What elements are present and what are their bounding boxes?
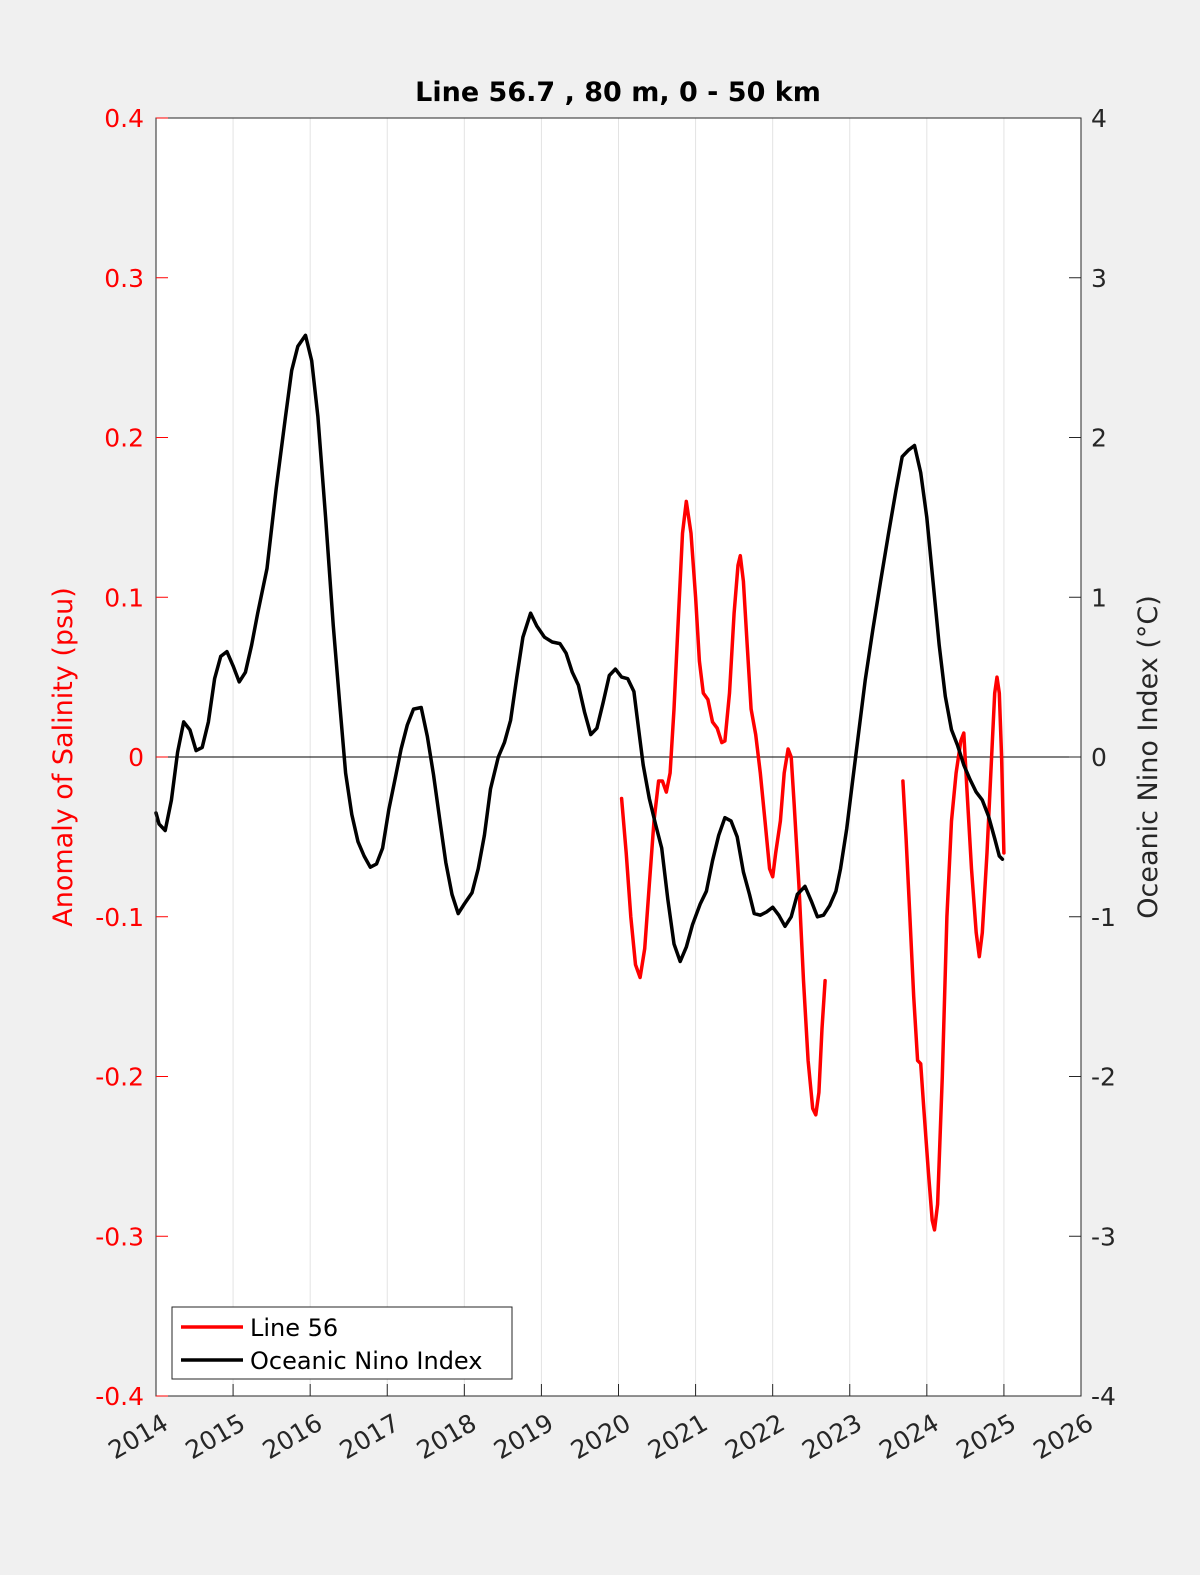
chart-title: Line 56.7 , 80 m, 0 - 50 km: [415, 77, 821, 108]
legend-label-oni: Oceanic Nino Index: [250, 1347, 482, 1375]
right-tick-label--2: -2: [1091, 1063, 1116, 1092]
left-axis-label: Anomaly of Salinity (psu): [48, 587, 79, 926]
right-tick-label-4: 4: [1091, 104, 1107, 133]
right-tick-label--1: -1: [1091, 903, 1116, 932]
series-line-line-56-0: [619, 499, 827, 1117]
x-tick-label-2020: 2020: [566, 1408, 636, 1465]
x-tick-label-2023: 2023: [797, 1408, 867, 1465]
series-line-line-56-1: [901, 675, 1006, 1232]
x-tick-label-2019: 2019: [489, 1408, 559, 1465]
x-tick-label-2014: 2014: [103, 1408, 173, 1465]
left-tick-label-0.3: 0.3: [104, 264, 144, 293]
x-tick-label-2021: 2021: [643, 1408, 713, 1465]
left-tick-label--0.4: -0.4: [95, 1382, 144, 1411]
left-tick-label-0.1: 0.1: [104, 583, 144, 612]
right-tick-label-3: 3: [1091, 264, 1107, 293]
left-tick-label-0: 0: [128, 743, 144, 772]
left-tick-label--0.2: -0.2: [95, 1063, 144, 1092]
x-tick-label-2022: 2022: [720, 1408, 790, 1465]
x-tick-label-2015: 2015: [180, 1408, 250, 1465]
x-tick-label-2026: 2026: [1028, 1408, 1098, 1465]
x-tick-label-2016: 2016: [258, 1408, 328, 1465]
right-tick-label--3: -3: [1091, 1222, 1116, 1251]
legend-box: [171, 1306, 513, 1380]
left-tick-label-0.2: 0.2: [104, 424, 144, 453]
left-tick-label--0.1: -0.1: [95, 903, 144, 932]
right-tick-label-0: 0: [1091, 743, 1107, 772]
series-layer: [154, 333, 1006, 1232]
right-tick-label-2: 2: [1091, 424, 1107, 453]
x-tick-label-2018: 2018: [412, 1408, 482, 1465]
left-tick-label--0.3: -0.3: [95, 1222, 144, 1251]
left-tick-label-0.4: 0.4: [104, 104, 144, 133]
x-tick-label-2025: 2025: [951, 1408, 1021, 1465]
right-axis-label: Oceanic Nino Index (°C): [1133, 595, 1164, 919]
x-tick-label-2017: 2017: [335, 1408, 405, 1465]
series-line-oni-0: [154, 333, 1005, 964]
right-tick-label-1: 1: [1091, 583, 1107, 612]
legend: Line 56 Oceanic Nino Index: [171, 1306, 513, 1380]
right-tick-label--4: -4: [1091, 1382, 1116, 1411]
x-tick-label-2024: 2024: [874, 1408, 944, 1465]
legend-label-line-56: Line 56: [250, 1314, 338, 1342]
